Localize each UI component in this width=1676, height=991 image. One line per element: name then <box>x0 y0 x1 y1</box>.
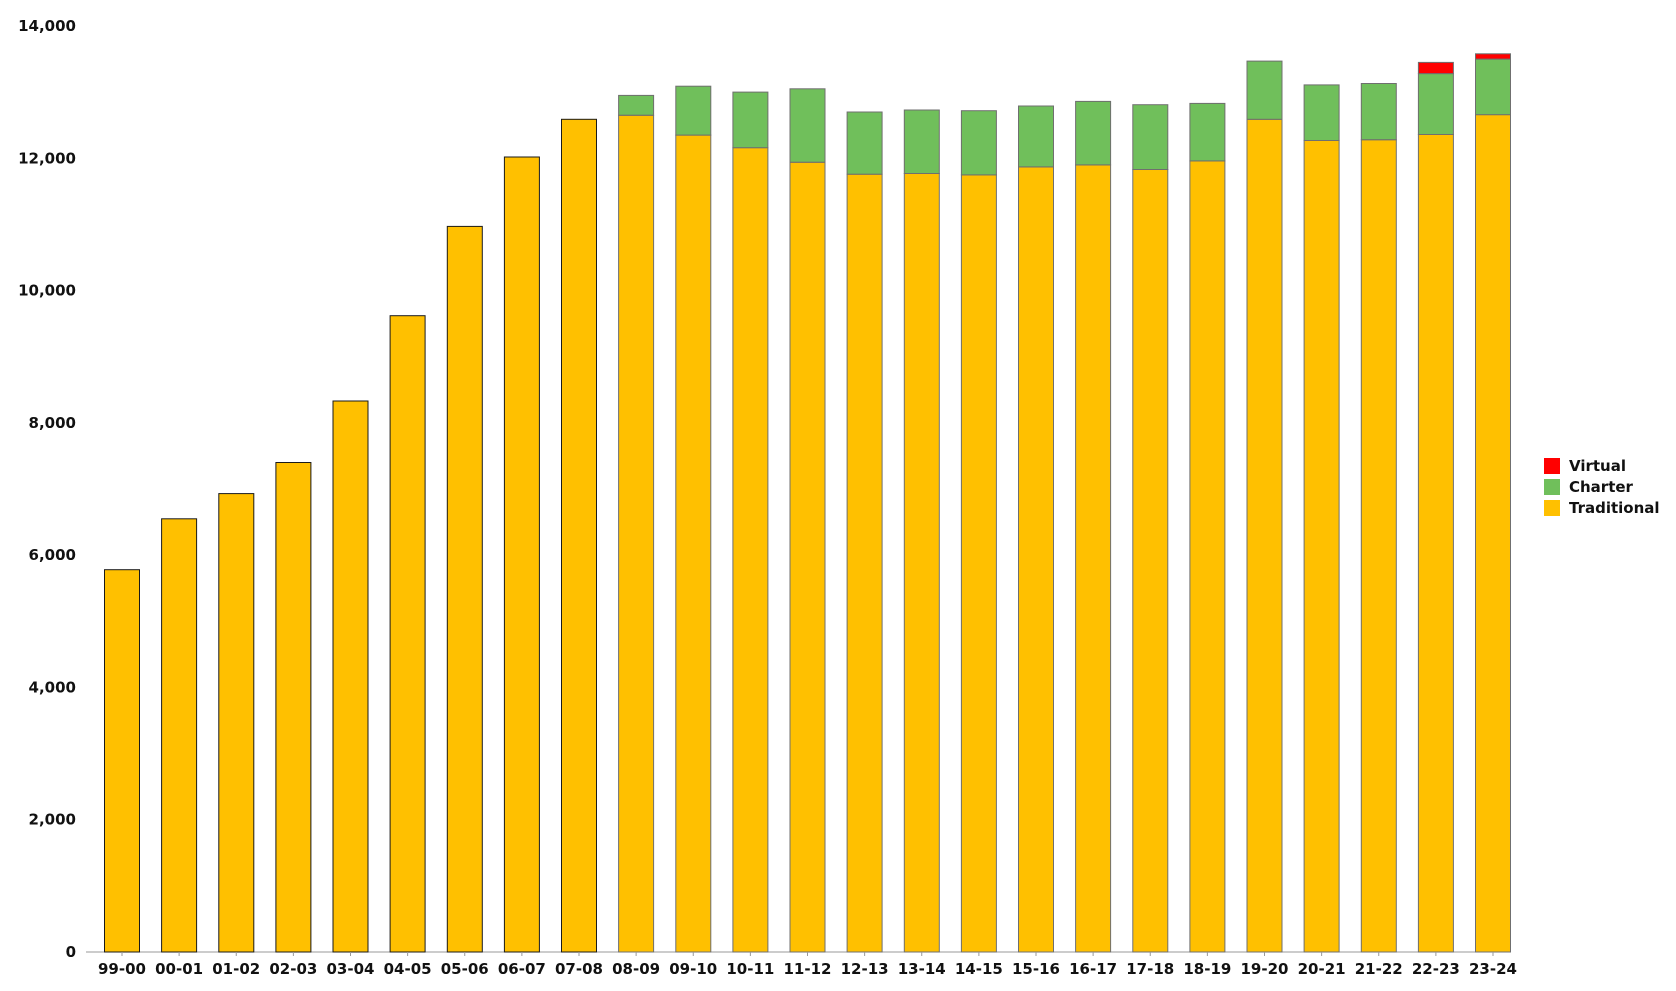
bar-traditional-12-13 <box>846 173 883 953</box>
x-tick-label: 14-15 <box>955 960 1003 978</box>
bar-traditional-14-15 <box>960 174 997 953</box>
x-tick-label: 00-01 <box>155 960 203 978</box>
bar-charter-10-11 <box>732 91 769 149</box>
x-tick-label: 09-10 <box>669 960 717 978</box>
legend-label-charter: Charter <box>1569 478 1634 496</box>
y-tick-label: 14,000 <box>18 17 76 35</box>
x-tick-label: 02-03 <box>269 960 317 978</box>
bar-virtual-23-24 <box>1475 53 1511 60</box>
bar-traditional-22-23 <box>1417 134 1454 953</box>
bar-charter-17-18 <box>1132 104 1169 170</box>
x-tick-label: 01-02 <box>212 960 260 978</box>
bar-charter-16-17 <box>1075 100 1112 166</box>
bar-charter-18-19 <box>1189 102 1226 162</box>
legend-label-traditional: Traditional <box>1569 499 1660 517</box>
bar-charter-08-09 <box>618 94 655 116</box>
bar-charter-09-10 <box>675 85 712 136</box>
x-tick-label: 18-19 <box>1183 960 1231 978</box>
bar-traditional-03-04 <box>332 400 369 953</box>
legend-swatch-charter <box>1544 479 1560 495</box>
bar-charter-21-22 <box>1360 83 1397 141</box>
x-tick-label: 08-09 <box>612 960 660 978</box>
bar-traditional-20-21 <box>1303 139 1340 953</box>
x-tick-label: 16-17 <box>1069 960 1117 978</box>
bar-charter-15-16 <box>1018 105 1054 168</box>
bar-traditional-00-01 <box>161 518 198 953</box>
bar-charter-19-20 <box>1246 60 1283 120</box>
bar-traditional-07-08 <box>561 118 597 953</box>
x-tick-label: 21-22 <box>1355 960 1403 978</box>
y-tick-label: 2,000 <box>29 811 76 829</box>
bar-traditional-01-02 <box>218 493 255 953</box>
y-tick-label: 0 <box>66 943 76 961</box>
x-tick-label: 11-12 <box>784 960 832 978</box>
bar-traditional-04-05 <box>389 315 426 953</box>
x-tick-label: 19-20 <box>1241 960 1289 978</box>
y-tick-label: 8,000 <box>29 414 76 432</box>
bar-traditional-23-24 <box>1475 114 1511 953</box>
bar-traditional-13-14 <box>903 173 940 953</box>
bar-virtual-22-23 <box>1417 61 1454 75</box>
bar-traditional-05-06 <box>446 225 483 953</box>
x-tick-label: 99-00 <box>98 960 146 978</box>
bar-charter-13-14 <box>903 109 940 174</box>
bar-traditional-02-03 <box>275 462 312 953</box>
bar-traditional-21-22 <box>1360 139 1397 953</box>
x-tick-label: 05-06 <box>441 960 489 978</box>
bar-traditional-16-17 <box>1075 164 1112 953</box>
x-tick-label: 15-16 <box>1012 960 1060 978</box>
x-tick-label: 07-08 <box>555 960 603 978</box>
bar-traditional-99-00 <box>104 569 140 953</box>
bar-charter-11-12 <box>789 88 826 163</box>
x-tick-label: 12-13 <box>841 960 889 978</box>
bar-charter-23-24 <box>1475 58 1511 116</box>
x-tick-label: 04-05 <box>384 960 432 978</box>
x-tick-label: 13-14 <box>898 960 946 978</box>
y-tick-label: 10,000 <box>18 282 76 300</box>
bar-traditional-19-20 <box>1246 118 1283 953</box>
bar-traditional-15-16 <box>1018 166 1054 953</box>
bar-traditional-08-09 <box>618 114 655 953</box>
legend-label-virtual: Virtual <box>1569 457 1626 475</box>
bar-traditional-18-19 <box>1189 160 1226 953</box>
bar-traditional-11-12 <box>789 161 826 953</box>
bar-charter-14-15 <box>960 110 997 176</box>
x-tick-label: 10-11 <box>726 960 774 978</box>
bar-charter-22-23 <box>1417 73 1454 135</box>
bar-traditional-06-07 <box>503 156 540 953</box>
x-tick-label: 03-04 <box>327 960 375 978</box>
bar-traditional-17-18 <box>1132 169 1169 953</box>
x-tick-label: 20-21 <box>1298 960 1346 978</box>
x-tick-label: 06-07 <box>498 960 546 978</box>
bar-charter-12-13 <box>846 111 883 175</box>
x-tick-label: 17-18 <box>1126 960 1174 978</box>
bar-traditional-10-11 <box>732 147 769 953</box>
bar-traditional-09-10 <box>675 134 712 953</box>
legend-swatch-traditional <box>1544 500 1560 516</box>
y-tick-label: 12,000 <box>18 149 76 167</box>
x-tick-label: 22-23 <box>1412 960 1460 978</box>
bar-charter-20-21 <box>1303 84 1340 141</box>
y-tick-label: 6,000 <box>29 546 76 564</box>
x-tick-label: 23-24 <box>1469 960 1517 978</box>
y-tick-label: 4,000 <box>29 678 76 696</box>
legend-swatch-virtual <box>1544 458 1560 474</box>
